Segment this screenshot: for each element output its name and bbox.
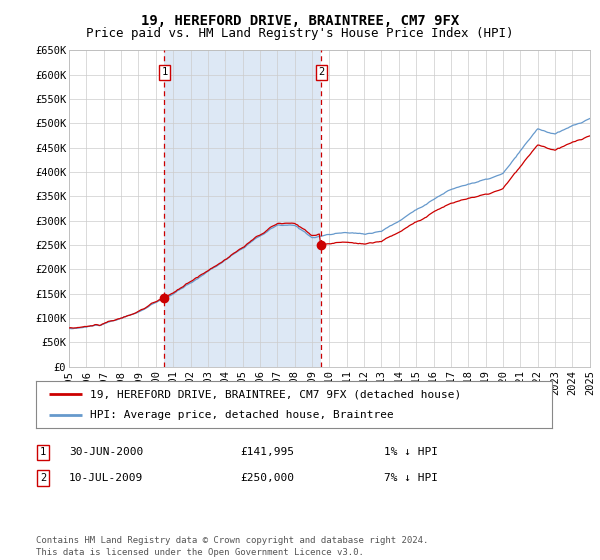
Text: 19, HEREFORD DRIVE, BRAINTREE, CM7 9FX: 19, HEREFORD DRIVE, BRAINTREE, CM7 9FX [141, 14, 459, 28]
Text: Price paid vs. HM Land Registry's House Price Index (HPI): Price paid vs. HM Land Registry's House … [86, 27, 514, 40]
Bar [164, 50, 322, 367]
Text: 10-JUL-2009: 10-JUL-2009 [69, 473, 143, 483]
Text: £250,000: £250,000 [240, 473, 294, 483]
Text: 1: 1 [161, 67, 167, 77]
Text: 7% ↓ HPI: 7% ↓ HPI [384, 473, 438, 483]
Text: £141,995: £141,995 [240, 447, 294, 458]
Text: 2: 2 [40, 473, 46, 483]
Text: Contains HM Land Registry data © Crown copyright and database right 2024.
This d: Contains HM Land Registry data © Crown c… [36, 536, 428, 557]
Text: 30-JUN-2000: 30-JUN-2000 [69, 447, 143, 458]
Text: 19, HEREFORD DRIVE, BRAINTREE, CM7 9FX (detached house): 19, HEREFORD DRIVE, BRAINTREE, CM7 9FX (… [90, 389, 461, 399]
Text: 1: 1 [40, 447, 46, 458]
Text: HPI: Average price, detached house, Braintree: HPI: Average price, detached house, Brai… [90, 410, 394, 420]
Text: 1% ↓ HPI: 1% ↓ HPI [384, 447, 438, 458]
Text: 2: 2 [318, 67, 325, 77]
